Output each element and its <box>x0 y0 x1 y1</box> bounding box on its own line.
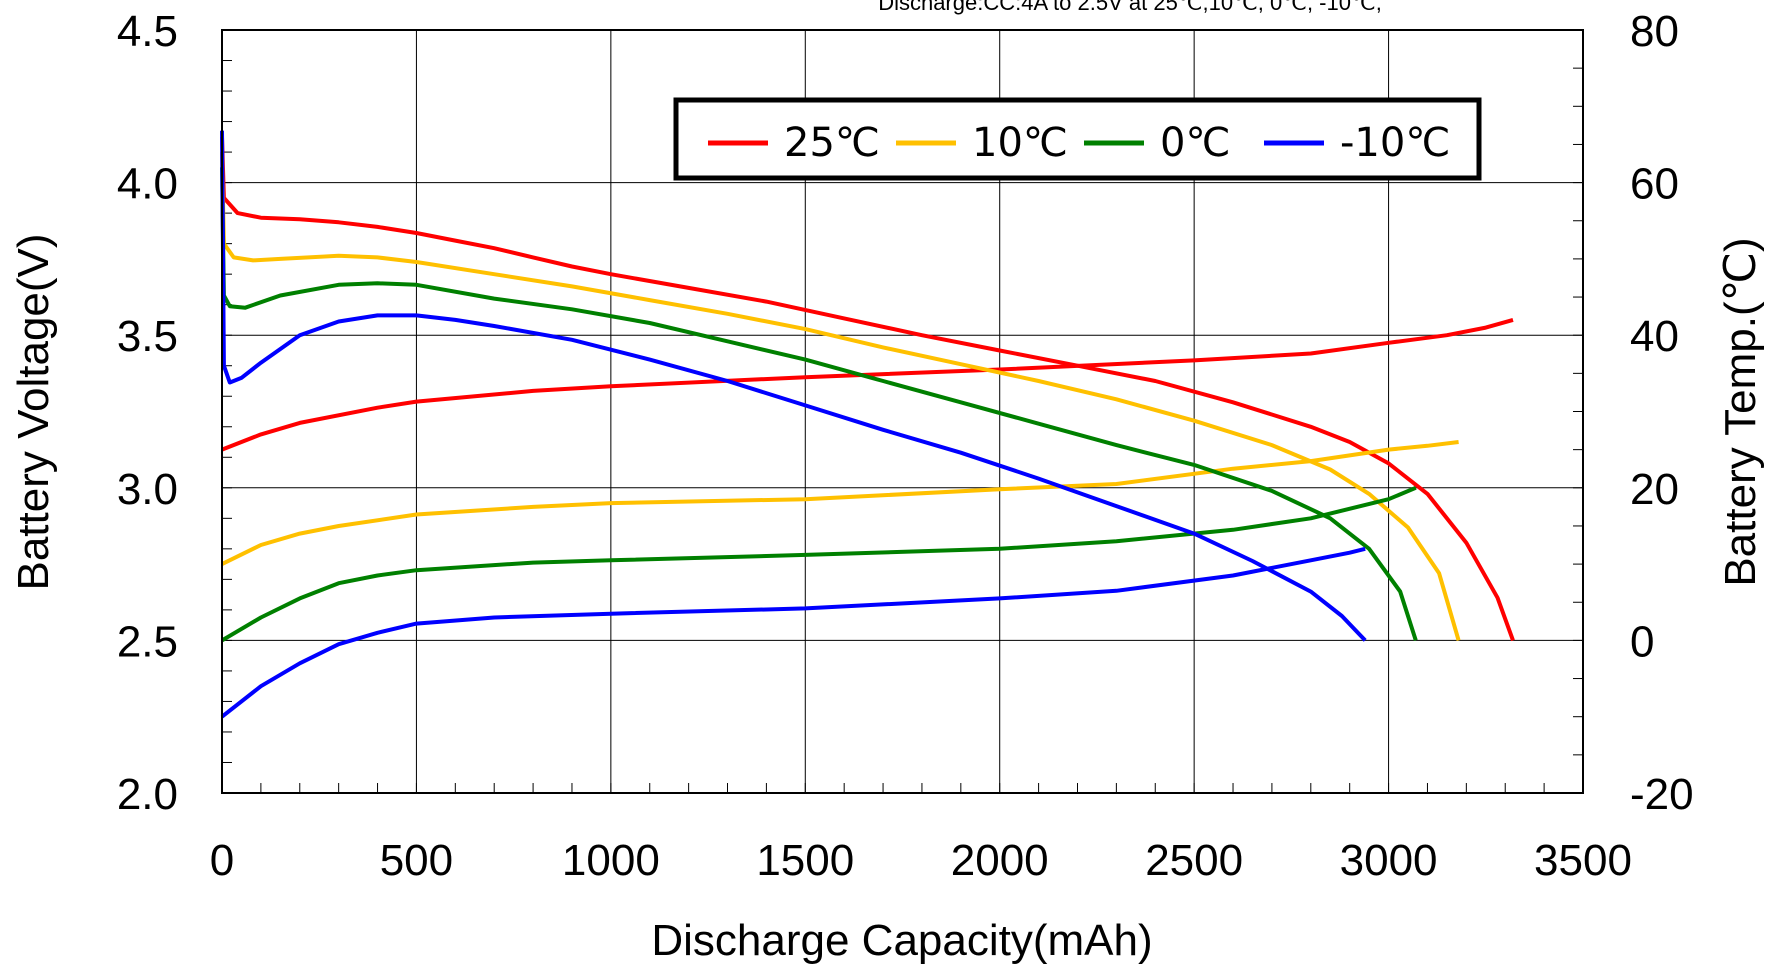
y-axis-title: Battery Voltage(V) <box>9 233 58 590</box>
chart-subtitle: Discharge:CC:4A to 2.5V at 25℃,10℃, 0℃, … <box>878 0 1382 15</box>
legend-label-minus10c: -10℃ <box>1340 120 1450 166</box>
voltage-line-minus10c <box>220 130 1367 642</box>
y-tick-label: 3.5 <box>117 312 178 361</box>
y2-tick-label: -20 <box>1630 770 1694 819</box>
x-tick-label: 3000 <box>1340 836 1438 885</box>
y-tick-label: 4.0 <box>117 160 178 209</box>
y2-tick-label: 80 <box>1630 7 1679 56</box>
voltage-line-25c <box>220 136 1515 642</box>
y-tick-label: 3.0 <box>117 465 178 514</box>
y-tick-labels: 2.0 2.5 3.0 3.5 4.0 4.5 <box>117 7 178 819</box>
x-tick-label: 1500 <box>756 836 854 885</box>
y2-tick-label: 60 <box>1630 160 1679 209</box>
legend: 25℃ 10℃ 0℃ -10℃ <box>673 97 1482 181</box>
legend-label-25c: 25℃ <box>784 120 880 166</box>
y2-tick-labels: -20 0 20 40 60 80 <box>1630 7 1694 819</box>
x-axis-title: Discharge Capacity(mAh) <box>651 916 1152 965</box>
x-tick-label: 2500 <box>1145 836 1243 885</box>
minor-ticks <box>221 29 1584 794</box>
x-tick-label: 500 <box>380 836 453 885</box>
legend-box <box>673 97 1482 181</box>
voltage-line-10c <box>220 152 1461 641</box>
x-tick-label: 1000 <box>562 836 660 885</box>
y-tick-label: 2.0 <box>117 770 178 819</box>
temperature-line-25c <box>221 317 1514 452</box>
plot-frame <box>221 29 1584 794</box>
legend-label-0c: 0℃ <box>1160 120 1230 166</box>
temperature-line-minus10c <box>220 546 1366 719</box>
y2-tick-label: 40 <box>1630 312 1679 361</box>
x-tick-label: 2000 <box>951 836 1049 885</box>
y-tick-label: 4.5 <box>117 7 178 56</box>
legend-label-10c: 10℃ <box>972 120 1068 166</box>
temperature-line-0c <box>220 485 1417 643</box>
y2-axis-title: Battery Temp.(℃) <box>1716 237 1765 586</box>
temperature-line-10c <box>221 440 1459 566</box>
x-tick-label: 0 <box>210 836 234 885</box>
voltage-line-0c <box>220 167 1418 642</box>
x-tick-label: 3500 <box>1534 836 1632 885</box>
y2-tick-label: 0 <box>1630 617 1654 666</box>
x-tick-labels: 0 500 1000 1500 2000 2500 3000 3500 <box>210 836 1632 885</box>
y2-tick-label: 20 <box>1630 465 1679 514</box>
series-layer <box>220 130 1515 719</box>
y-tick-label: 2.5 <box>117 617 178 666</box>
